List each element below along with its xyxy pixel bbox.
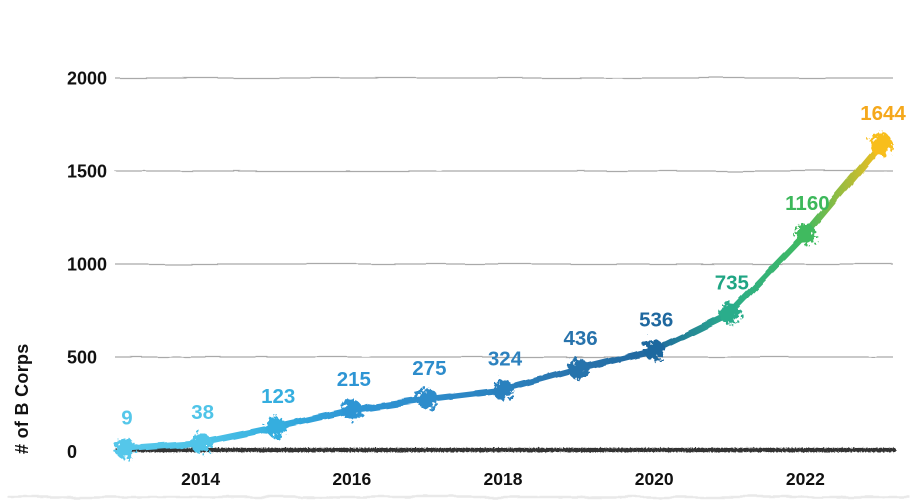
- y-tick-0: 0: [67, 442, 77, 462]
- data-label-2022: 1160: [785, 192, 829, 215]
- x-tick-2018: 2018: [484, 469, 523, 489]
- data-label-2016: 215: [337, 368, 371, 391]
- data-label-2014: 38: [191, 401, 214, 424]
- data-label-2021: 735: [715, 271, 749, 294]
- data-point-2014: [190, 432, 212, 454]
- y-axis-title: # of B Corps: [12, 343, 32, 454]
- data-points: [114, 132, 893, 459]
- trend-polyline: [121, 140, 885, 452]
- data-label-2019: 436: [563, 327, 597, 350]
- data-label-2018: 324: [488, 348, 523, 371]
- data-value-labels: 9 38 123 215 275 324 436 536 735 1160 1644: [121, 102, 906, 429]
- y-tick-1500: 1500: [67, 162, 107, 182]
- data-point-2021: [719, 302, 741, 324]
- data-label-2013: 9: [121, 406, 132, 429]
- data-point-2013: [114, 437, 136, 459]
- data-label-2015: 123: [261, 385, 295, 408]
- data-point-2018: [492, 379, 514, 401]
- x-tick-2022: 2022: [786, 469, 825, 489]
- data-label-2017: 275: [412, 357, 446, 380]
- gridlines: [115, 77, 893, 358]
- x-tick-2020: 2020: [635, 469, 674, 489]
- y-tick-1000: 1000: [67, 255, 107, 275]
- x-tick-2016: 2016: [332, 469, 371, 489]
- data-point-2023: [869, 132, 893, 156]
- data-point-2015: [265, 416, 287, 438]
- y-axis-tick-labels: 0 500 1000 1500 2000: [67, 69, 107, 463]
- y-tick-2000: 2000: [67, 69, 107, 89]
- x-tick-2014: 2014: [181, 469, 220, 489]
- data-point-2019: [568, 358, 590, 380]
- data-label-2023: 1644: [860, 102, 906, 125]
- data-point-2017: [416, 388, 438, 410]
- x-axis-tick-labels: 2014 2016 2018 2020 2022: [181, 469, 825, 489]
- data-point-2016: [341, 399, 363, 421]
- data-point-2022: [794, 223, 816, 245]
- data-point-2020: [643, 339, 665, 361]
- data-label-2020: 536: [639, 308, 673, 331]
- trend-line: [121, 140, 885, 452]
- y-tick-500: 500: [67, 348, 97, 368]
